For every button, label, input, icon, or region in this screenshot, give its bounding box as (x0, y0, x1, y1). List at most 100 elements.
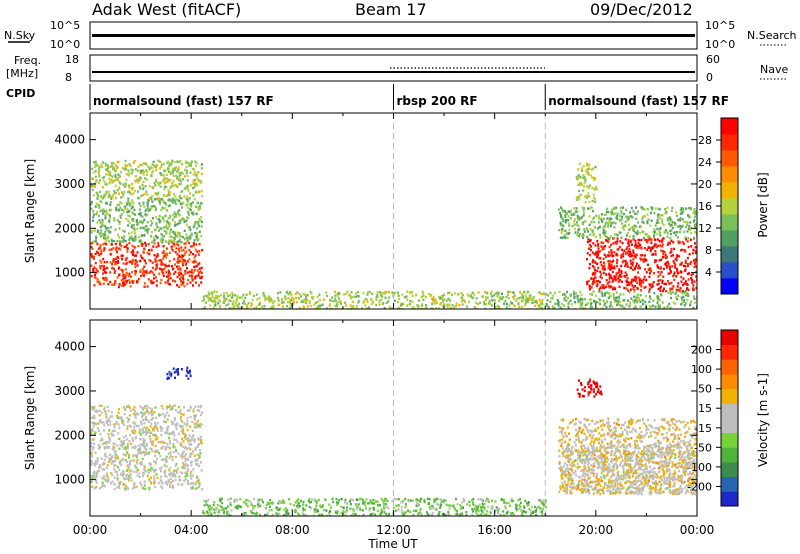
data-cell (118, 187, 121, 190)
data-cell (565, 232, 568, 235)
data-cell (91, 429, 94, 432)
data-cell (661, 256, 664, 259)
data-cell (169, 276, 172, 280)
data-cell (205, 301, 207, 304)
data-cell (653, 233, 656, 236)
data-cell (118, 447, 121, 450)
data-cell (128, 414, 131, 417)
data-cell (151, 222, 154, 225)
data-cell (671, 287, 674, 291)
data-cell (195, 161, 198, 165)
data-cell (90, 453, 93, 456)
data-cell (128, 278, 131, 282)
data-cell (160, 165, 163, 168)
data-cell (422, 291, 425, 295)
data-cell (665, 261, 668, 264)
data-cell (116, 203, 119, 207)
data-cell (151, 449, 154, 452)
data-cell (131, 200, 134, 203)
data-cell (635, 262, 638, 265)
data-cell (113, 425, 116, 429)
data-cell (407, 509, 410, 512)
data-cell (196, 177, 199, 181)
data-cell (172, 438, 175, 441)
data-cell (154, 449, 157, 453)
data-cell (149, 166, 152, 169)
data-cell (113, 442, 116, 445)
data-cell (591, 230, 594, 234)
data-cell (113, 467, 116, 471)
data-cell (591, 251, 594, 254)
data-cell (163, 170, 166, 173)
data-cell (190, 205, 193, 208)
data-cell (614, 277, 617, 280)
data-cell (210, 506, 213, 510)
data-cell (183, 220, 186, 223)
data-cell (692, 220, 695, 223)
data-cell (132, 239, 135, 242)
data-cell (383, 500, 386, 503)
data-cell (662, 289, 665, 293)
data-cell (669, 251, 672, 254)
data-cell (129, 275, 132, 278)
data-cell (132, 212, 135, 215)
data-cell (192, 284, 194, 287)
data-cell (583, 207, 586, 210)
data-cell (475, 504, 477, 508)
data-cell (473, 507, 476, 511)
data-cell (615, 252, 618, 255)
data-cell (564, 210, 566, 213)
data-cell (611, 280, 614, 283)
data-cell (626, 299, 629, 302)
data-cell (457, 293, 460, 296)
data-cell (561, 227, 564, 231)
data-cell (644, 238, 647, 241)
data-cell (91, 405, 94, 409)
data-cell (136, 251, 139, 254)
data-cell (554, 302, 557, 305)
data-cell (605, 279, 608, 282)
data-cell (570, 209, 573, 212)
data-cell (632, 236, 635, 240)
data-cell (98, 206, 101, 209)
data-cell (174, 263, 176, 266)
data-cell (235, 304, 238, 307)
data-cell (670, 223, 673, 227)
data-cell (174, 231, 177, 234)
data-cell (191, 277, 194, 280)
data-cell (328, 304, 331, 307)
data-cell (200, 225, 203, 228)
data-cell (109, 261, 112, 264)
data-cell (620, 218, 623, 221)
data-cell (96, 230, 99, 233)
data-cell (182, 178, 184, 181)
data-cell (175, 455, 178, 459)
data-cell (429, 507, 432, 510)
data-cell (124, 407, 127, 411)
data-cell (99, 464, 102, 467)
data-cell (107, 213, 110, 216)
data-cell (162, 272, 164, 275)
data-cell (91, 255, 94, 258)
data-cell (93, 266, 96, 269)
data-cell (427, 502, 430, 505)
data-cell (266, 512, 269, 515)
data-cell (487, 500, 490, 503)
data-cell (618, 300, 621, 304)
data-cell (617, 275, 620, 278)
data-cell (552, 294, 555, 297)
data-cell (132, 251, 135, 254)
data-cell (339, 300, 342, 303)
data-cell (118, 426, 121, 430)
data-cell (213, 296, 216, 300)
data-cell (134, 239, 137, 242)
data-cell (373, 513, 376, 516)
data-cell (680, 261, 683, 265)
data-cell (619, 278, 622, 282)
data-cell (145, 271, 148, 275)
data-cell (624, 220, 627, 224)
data-cell (110, 462, 113, 465)
data-cell (615, 206, 618, 210)
data-cell (158, 221, 161, 224)
